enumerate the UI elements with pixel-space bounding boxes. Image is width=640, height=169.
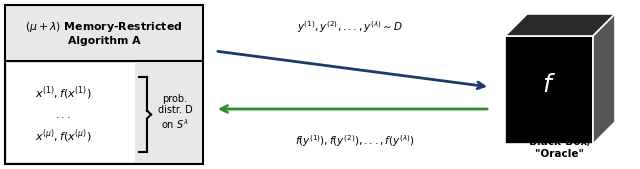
- Text: $(\mu + \lambda)$ Memory-Restricted
Algorithm A: $(\mu + \lambda)$ Memory-Restricted Algo…: [26, 20, 182, 46]
- Text: prob.
distr. D
on $S^{\lambda}$: prob. distr. D on $S^{\lambda}$: [157, 94, 193, 131]
- Text: $x^{(\mu)}, f(x^{(\mu)})$: $x^{(\mu)}, f(x^{(\mu)})$: [35, 127, 92, 145]
- Bar: [7, 63, 135, 162]
- Text: $f(y^{(1)}), f(y^{(2)}), ..., f(y^{(\lambda)})$: $f(y^{(1)}), f(y^{(2)}), ..., f(y^{(\lam…: [295, 133, 415, 149]
- Polygon shape: [593, 14, 615, 144]
- Text: $f$: $f$: [542, 73, 556, 97]
- Bar: [505, 36, 593, 144]
- Bar: [5, 5, 203, 164]
- Text: $...$: $...$: [55, 110, 71, 119]
- Text: $x^{(1)}, f(x^{(1)})$: $x^{(1)}, f(x^{(1)})$: [35, 84, 92, 102]
- Text: $y^{(1)}, y^{(2)}, ..., y^{(\lambda)}\sim D$: $y^{(1)}, y^{(2)}, ..., y^{(\lambda)}\si…: [297, 19, 403, 35]
- Text: Black-Box/
"Oracle": Black-Box/ "Oracle": [529, 137, 591, 159]
- Polygon shape: [505, 14, 615, 36]
